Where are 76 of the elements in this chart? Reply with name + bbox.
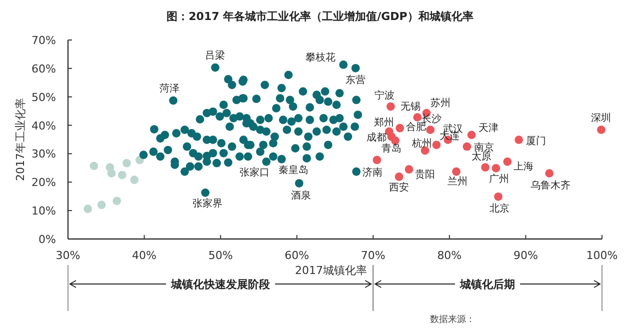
point	[514, 136, 524, 144]
annotation: 菏泽	[159, 82, 180, 95]
x-axis-title: 2017城镇化率	[295, 264, 367, 277]
point	[462, 142, 472, 151]
point	[503, 157, 512, 166]
point	[494, 192, 502, 201]
annotation: 乌鲁木齐	[530, 179, 570, 192]
x-tick-label: 40%	[132, 249, 157, 262]
annotation: 厦门	[526, 134, 546, 147]
annotation: 成都	[366, 132, 386, 144]
source-note: 数据来源：	[430, 314, 475, 325]
annotation: 酒泉	[291, 189, 312, 202]
annotation: 合肥	[406, 121, 426, 134]
point	[426, 126, 435, 134]
point	[481, 163, 490, 172]
y-tick-label: 50%	[32, 90, 56, 104]
annotation: 北京	[489, 202, 510, 215]
annotation: 上海	[513, 160, 534, 173]
annotation: 吕梁	[205, 50, 226, 62]
x-tick-label: 30%	[56, 249, 80, 262]
annotation: 张家界	[192, 198, 222, 210]
point	[372, 156, 382, 164]
y-tick-label: 20%	[32, 176, 56, 190]
x-tick-label: 50%	[208, 249, 233, 262]
point	[404, 165, 414, 174]
x-tick-label: 60%	[284, 249, 310, 262]
y-tick-label: 0%	[38, 233, 56, 246]
x-tick-label: 70%	[360, 249, 386, 262]
point	[97, 200, 106, 210]
x-tick-label: 100%	[586, 249, 618, 262]
y-tick-label: 30%	[32, 148, 56, 161]
annotation: 苏州	[430, 97, 451, 110]
point	[118, 170, 126, 180]
annotation: 兰州	[447, 176, 468, 188]
point	[492, 164, 500, 172]
point	[130, 176, 139, 184]
text: 城镇化快速发展阶段	[170, 278, 272, 291]
point	[112, 196, 122, 206]
point	[90, 162, 98, 170]
annotation: 郑州	[374, 116, 394, 129]
annotation: 广州	[488, 173, 509, 186]
point	[396, 124, 404, 132]
point	[432, 140, 441, 150]
y-axis-title: 2017年工业化率	[14, 98, 27, 181]
annotation: 攀枝花	[305, 52, 336, 64]
annotation: 东营	[346, 74, 366, 86]
annotation: 张家口	[239, 166, 270, 179]
chart-title: 图：2017 年各城市工业化率（工业增加值/GDP）和城镇化率	[166, 10, 474, 23]
annotation: 宁波	[374, 90, 395, 102]
point	[452, 167, 460, 176]
annotation: 西安	[389, 182, 410, 194]
x-tick-label: 80%	[437, 249, 462, 262]
point	[107, 169, 116, 178]
point	[84, 204, 92, 214]
annotation: 深圳	[591, 112, 612, 124]
point	[122, 158, 131, 168]
annotation: 青岛	[381, 142, 402, 155]
annotation: 无锡	[400, 101, 420, 112]
point	[413, 113, 422, 122]
x-tick-label: 90%	[513, 249, 538, 262]
point	[545, 169, 554, 178]
point	[467, 130, 476, 140]
point	[597, 126, 606, 134]
y-tick-label: 40%	[32, 119, 56, 132]
annotation: 杭州	[411, 138, 432, 150]
annotation: 秦皇岛	[278, 164, 309, 176]
y-tick-label: 70%	[32, 34, 56, 47]
annotation: 太原	[471, 150, 492, 162]
y-tick-label: 60%	[32, 62, 56, 76]
annotation: 天津	[478, 122, 499, 134]
point	[394, 172, 404, 181]
annotation: 济南	[362, 166, 382, 179]
annotation: 贵阳	[414, 168, 435, 180]
text: 城镇化后期	[459, 278, 516, 291]
point	[386, 102, 395, 111]
y-tick-label: 10%	[32, 204, 56, 218]
